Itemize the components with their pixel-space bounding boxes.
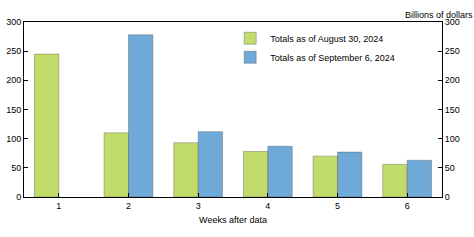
svg-text:100: 100 [6, 134, 21, 144]
svg-text:0: 0 [445, 192, 450, 202]
svg-text:Totals as of September 6, 2024: Totals as of September 6, 2024 [270, 53, 395, 63]
svg-text:1: 1 [56, 201, 61, 211]
svg-text:200: 200 [6, 75, 21, 85]
svg-text:6: 6 [405, 201, 410, 211]
svg-text:250: 250 [445, 46, 460, 56]
svg-text:2: 2 [126, 201, 131, 211]
svg-text:4: 4 [265, 201, 270, 211]
svg-text:50: 50 [11, 163, 21, 173]
svg-text:100: 100 [445, 134, 460, 144]
svg-text:300: 300 [6, 17, 21, 27]
svg-text:250: 250 [6, 46, 21, 56]
svg-text:3: 3 [196, 201, 201, 211]
svg-text:150: 150 [445, 105, 460, 115]
svg-text:200: 200 [445, 75, 460, 85]
svg-text:300: 300 [445, 17, 460, 27]
svg-text:50: 50 [445, 163, 455, 173]
svg-text:Weeks after data: Weeks after data [199, 215, 267, 225]
svg-text:Billions of dollars: Billions of dollars [405, 10, 473, 20]
svg-text:0: 0 [16, 192, 21, 202]
svg-text:150: 150 [6, 105, 21, 115]
svg-text:5: 5 [335, 201, 340, 211]
svg-text:Totals as of August 30, 2024: Totals as of August 30, 2024 [270, 34, 383, 44]
